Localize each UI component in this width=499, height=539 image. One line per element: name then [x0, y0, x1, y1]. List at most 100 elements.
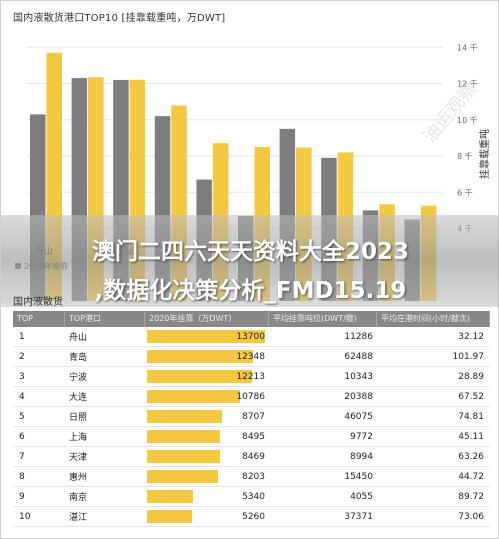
table-row: 6 上海 8495 9772 45.11 [13, 427, 490, 447]
cell-rank: 2 [19, 351, 25, 362]
y-tick-label: 10 千 [457, 115, 478, 125]
dwt-value: 8495 [242, 432, 265, 442]
cell-avg-dwt: 37371 [344, 511, 373, 522]
cell-port-time: 73.06 [458, 511, 484, 522]
table-title: 国内液散货 [13, 297, 63, 308]
cell-port: 南京 [69, 493, 88, 503]
dwt-bar [147, 370, 253, 383]
cell-port-time: 32.12 [458, 331, 484, 342]
y-axis-label: 挂靠载重吨 [478, 129, 491, 179]
header-port: TOP港口 [65, 311, 145, 327]
cell-dwt: 8203 [145, 467, 269, 486]
cell-port: 宁波 [69, 373, 88, 383]
table-header: TOP TOP港口 2020年挂靠（万DWT） 平均挂靠吨位(DWT/艘) 平均… [13, 311, 490, 327]
dwt-bar [147, 390, 240, 403]
cell-dwt: 10786 [145, 387, 269, 406]
cell-rank: 10 [19, 511, 31, 522]
ranking-table: TOP TOP港口 2020年挂靠（万DWT） 平均挂靠吨位(DWT/艘) 平均… [13, 311, 490, 527]
cell-avg-dwt: 15450 [344, 471, 373, 482]
dwt-bar [147, 450, 220, 463]
table-row: 7 天津 8469 8994 63.26 [13, 447, 490, 467]
overlay-headline-line1: 澳门二四六天天资料大全2023 [91, 239, 409, 265]
y-tick-label: 12 千 [457, 79, 478, 89]
cell-dwt: 12348 [145, 347, 269, 366]
cell-avg-dwt: 10343 [344, 371, 373, 382]
cell-rank: 9 [19, 491, 25, 502]
dwt-bar [147, 350, 254, 363]
cell-avg-dwt: 11286 [344, 331, 373, 342]
dwt-value: 13700 [236, 332, 265, 342]
dwt-value: 5260 [242, 512, 265, 522]
y-tick-label: 6 千 [457, 187, 473, 197]
cell-port: 惠州 [69, 473, 88, 483]
overlay-headline-line2: ,数据化决策分析_FMD15.19 [94, 278, 407, 304]
y-tick-label: 8 千 [457, 151, 473, 161]
header-avg: 平均挂靠吨位(DWT/艘) [269, 311, 377, 327]
cell-port: 青岛 [69, 353, 88, 363]
cell-avg-dwt: 62488 [344, 351, 373, 362]
dwt-bar [147, 510, 193, 523]
cell-rank: 6 [19, 431, 25, 442]
cell-port-time: 63.26 [458, 451, 484, 462]
cell-dwt: 5260 [145, 507, 269, 526]
cell-rank: 1 [19, 331, 25, 342]
cell-dwt: 5340 [145, 487, 269, 506]
cell-dwt: 12213 [145, 367, 269, 386]
dwt-value: 12213 [236, 372, 265, 382]
cell-rank: 7 [19, 451, 25, 462]
cell-port-time: 44.72 [458, 471, 484, 482]
table-body: 1 舟山 13700 11286 32.12 2 青岛 12348 62488 101.97 3 宁波… [13, 327, 490, 527]
table-row: 9 南京 5340 4055 89.72 [13, 487, 490, 507]
dwt-bar [147, 410, 222, 423]
cell-port: 舟山 [69, 333, 88, 343]
header-dwt: 2020年挂靠（万DWT） [145, 311, 269, 327]
dwt-bar [147, 330, 265, 343]
dwt-value: 8203 [242, 472, 265, 482]
table-row: 10 湛江 5260 37371 73.06 [13, 507, 490, 527]
table-row: 3 宁波 12213 10343 28.89 [13, 367, 490, 387]
cell-port: 大连 [69, 393, 88, 403]
dwt-value: 10786 [236, 392, 265, 402]
cell-avg-dwt: 20388 [344, 391, 373, 402]
dwt-value: 8469 [242, 452, 265, 462]
cell-port-time: 67.52 [458, 391, 484, 402]
y-tick-label: 14 千 [457, 42, 478, 52]
table-row: 4 大连 10786 20388 67.52 [13, 387, 490, 407]
table-row: 1 舟山 13700 11286 32.12 [13, 327, 490, 347]
cell-avg-dwt: 8994 [350, 451, 373, 462]
cell-rank: 4 [19, 391, 25, 402]
dwt-value: 5340 [242, 492, 265, 502]
cell-port-time: 74.81 [458, 411, 484, 422]
cell-port-time: 101.97 [452, 351, 485, 362]
cell-port-time: 89.72 [458, 491, 484, 502]
cell-rank: 5 [19, 411, 25, 422]
table-row: 5 日照 8707 46075 74.81 [13, 407, 490, 427]
dwt-bar [147, 430, 221, 443]
cell-port: 上海 [69, 433, 88, 443]
cell-dwt: 8469 [145, 447, 269, 466]
cell-avg-dwt: 4055 [350, 491, 373, 502]
dwt-value: 12348 [236, 352, 265, 362]
dwt-value: 8707 [242, 412, 265, 422]
cell-dwt: 13700 [145, 327, 269, 346]
cell-avg-dwt: 46075 [344, 411, 373, 422]
dwt-bar [147, 490, 193, 503]
table-row: 2 青岛 12348 62488 101.97 [13, 347, 490, 367]
dwt-bar [147, 470, 218, 483]
cell-port-time: 28.89 [458, 371, 484, 382]
title-overlay-band [1, 215, 499, 307]
cell-dwt: 8495 [145, 427, 269, 446]
chart-title: 国内液散货港口TOP10 [挂靠载重吨，万DWT] [13, 13, 226, 24]
cell-avg-dwt: 9772 [350, 431, 373, 442]
cell-port: 湛江 [69, 513, 88, 523]
cell-rank: 8 [19, 471, 25, 482]
cell-rank: 3 [19, 371, 25, 382]
table-row: 8 惠州 8203 15450 44.72 [13, 467, 490, 487]
cell-port: 天津 [69, 453, 88, 463]
cell-port: 日照 [69, 413, 88, 423]
header-time: 平均在港时间(小时/艘次) [377, 311, 490, 327]
cell-port-time: 45.11 [458, 431, 484, 442]
header-top: TOP [13, 311, 65, 327]
cell-dwt: 8707 [145, 407, 269, 426]
